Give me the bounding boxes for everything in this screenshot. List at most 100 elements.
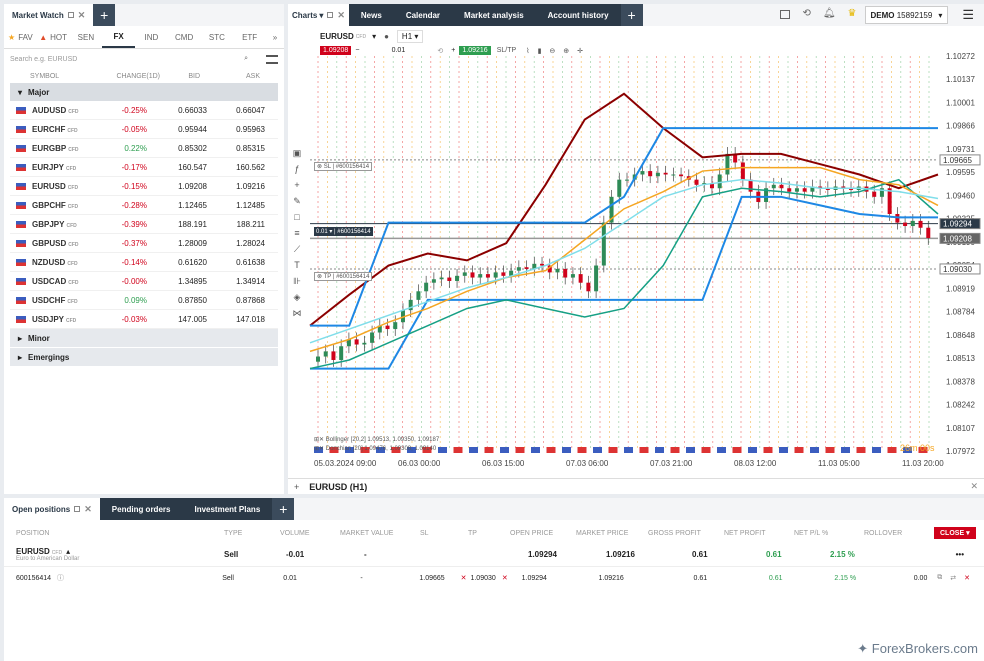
tab-fx[interactable]: FX: [102, 27, 135, 48]
detail-tp[interactable]: 1.09030: [470, 574, 496, 582]
minus-button[interactable]: −: [355, 47, 360, 54]
close-icon[interactable]: ✕: [970, 481, 978, 491]
sell-price-button[interactable]: 1.09208: [320, 46, 352, 55]
tab-etf[interactable]: ETF: [242, 33, 258, 42]
more-icon[interactable]: •••: [955, 550, 964, 559]
tab-cmd[interactable]: CMD: [175, 33, 194, 42]
search-input[interactable]: Search e.g. EURUSD ⌕: [10, 49, 278, 69]
menu-icon[interactable]: ☰: [962, 7, 974, 22]
close-icon[interactable]: ✕: [84, 503, 92, 514]
reset-icon[interactable]: ⟲: [437, 47, 444, 55]
remove-sl-icon[interactable]: ✕: [460, 575, 467, 582]
duplicate-icon[interactable]: ⧉: [937, 574, 943, 581]
tab-market-analysis[interactable]: Market analysis: [452, 4, 536, 26]
box-icon[interactable]: ▣: [292, 148, 302, 158]
tab-hot[interactable]: ▲ HOT: [37, 27, 70, 48]
list-item[interactable]: NZDUSD CFD -0.14% 0.61620 0.61638: [10, 253, 278, 272]
more-tabs-button[interactable]: »: [272, 33, 278, 42]
tab-account-history[interactable]: Account history: [535, 4, 621, 26]
close-icon[interactable]: ✕: [337, 9, 345, 20]
group-minor[interactable]: ▸ Minor: [10, 329, 278, 347]
list-item[interactable]: GBPCHF CFD -0.28% 1.12465 1.12485: [10, 196, 278, 215]
fibonacci-icon[interactable]: ≡: [294, 228, 300, 238]
buy-price-button[interactable]: 1.09216: [459, 46, 491, 55]
remove-tp-icon[interactable]: ✕: [501, 575, 508, 582]
add-panel-button[interactable]: +: [93, 4, 116, 26]
candles-icon[interactable]: ▮: [537, 47, 542, 55]
rectangle-icon[interactable]: □: [294, 212, 300, 222]
chart-window[interactable]: 1.10272 1.10137 1.10001 1.09866 1.09731 1.095…: [288, 26, 984, 494]
search-icon[interactable]: ⌕: [244, 55, 248, 62]
window-icon[interactable]: [67, 12, 74, 18]
list-item[interactable]: GBPUSD CFD -0.37% 1.28009 1.28024: [10, 234, 278, 253]
tab-stc[interactable]: STC: [208, 33, 225, 42]
timeframe-select[interactable]: H1 ▾: [396, 30, 424, 43]
close-position-icon[interactable]: ✕: [964, 575, 971, 582]
signal-icon[interactable]: ⟲: [802, 8, 811, 19]
sl-label[interactable]: ⊗ SL | #600156414: [314, 162, 373, 171]
reverse-icon[interactable]: ⇄: [950, 575, 957, 582]
chart-symbol[interactable]: EURUSD: [320, 32, 354, 41]
add-panel-button[interactable]: +: [272, 498, 295, 520]
crosshair-icon[interactable]: ✛: [577, 47, 584, 55]
zoom-out-icon[interactable]: ⊖: [549, 47, 556, 55]
tab-sen[interactable]: SEN: [77, 33, 95, 42]
measure-icon[interactable]: ⊪: [293, 276, 301, 286]
layout-icon[interactable]: [780, 10, 791, 19]
plus-button[interactable]: +: [451, 47, 456, 54]
position-summary-row[interactable]: EURUSD CFD ▴ Euro to American Dollar Sell …: [4, 543, 984, 567]
list-item[interactable]: USDJPY CFD -0.03% 147.005 147.018: [10, 310, 278, 329]
layers-icon[interactable]: ◈: [293, 292, 301, 302]
tab-charts[interactable]: Charts ▾ ✕: [288, 4, 349, 26]
volume-input[interactable]: 0.01: [391, 47, 406, 54]
bollinger-legend[interactable]: ⊞✕ Bollinger [20,2] 1.09513, 1.09350, 1.…: [314, 437, 440, 443]
close-all-button[interactable]: CLOSE ▾: [934, 527, 976, 539]
close-icon[interactable]: ✕: [77, 9, 86, 20]
trend-line-icon[interactable]: ⟋: [293, 244, 301, 254]
tab-investment-plans[interactable]: Investment Plans: [182, 498, 273, 520]
crown-icon[interactable]: ♛: [847, 8, 857, 19]
add-tab-button[interactable]: +: [620, 4, 643, 26]
caret-down-icon[interactable]: ▾: [372, 32, 377, 41]
account-selector[interactable]: DEMO 15892159 ▾: [864, 6, 949, 24]
position-label[interactable]: 0.01 ▾ | #600156414: [314, 227, 373, 236]
caret-up-icon[interactable]: ▴: [66, 547, 71, 556]
tab-calendar[interactable]: Calendar: [393, 4, 453, 26]
tab-market-watch[interactable]: Market Watch ✕: [4, 4, 94, 26]
tab-ind[interactable]: IND: [144, 33, 159, 42]
window-icon[interactable]: [327, 12, 334, 18]
list-item[interactable]: AUDUSD CFD -0.25% 0.66033 0.66047: [10, 101, 278, 120]
bell-icon[interactable]: 🔔︎: [822, 8, 836, 19]
list-item[interactable]: USDCAD CFD -0.00% 1.34895 1.34914: [10, 272, 278, 291]
info-icon[interactable]: ●: [384, 32, 389, 41]
tp-label[interactable]: ⊗ TP | #600156414: [314, 272, 373, 281]
list-item[interactable]: EURGBP CFD 0.22% 0.85302 0.85315: [10, 139, 278, 158]
window-icon[interactable]: [74, 506, 81, 512]
tab-fav[interactable]: ★ FAV: [4, 27, 37, 48]
function-icon[interactable]: ƒ: [294, 164, 300, 174]
zoom-in-icon[interactable]: ⊕: [563, 47, 570, 55]
chart-canvas[interactable]: 1.10272 1.10137 1.10001 1.09866 1.09731 1.095…: [288, 26, 984, 494]
tab-pending-orders[interactable]: Pending orders: [99, 498, 183, 520]
list-item[interactable]: GBPJPY CFD -0.39% 188.191 188.211: [10, 215, 278, 234]
info-icon[interactable]: ⓘ: [57, 575, 65, 582]
list-item[interactable]: USDCHF CFD 0.09% 0.87850 0.87868: [10, 291, 278, 310]
group-emergings[interactable]: ▸ Emergings: [10, 348, 278, 366]
pencil-icon[interactable]: ✎: [293, 196, 301, 206]
text-icon[interactable]: T: [294, 260, 300, 270]
tab-news[interactable]: News: [348, 4, 394, 26]
add-chart-button[interactable]: +: [294, 481, 300, 492]
line-chart-icon[interactable]: ⌇: [526, 47, 530, 55]
tab-open-positions[interactable]: Open positions ✕: [4, 498, 100, 520]
position-detail-row[interactable]: 600156414 ⓘ Sell 0.01 - 1.09665 ✕ 1.09030…: [4, 567, 984, 589]
plus-icon[interactable]: +: [294, 180, 300, 190]
list-item[interactable]: EURUSD CFD -0.15% 1.09208 1.09216: [10, 177, 278, 196]
list-item[interactable]: EURCHF CFD -0.05% 0.95944 0.95963: [10, 120, 278, 139]
group-major[interactable]: ▾ Major: [10, 83, 278, 101]
detail-sl[interactable]: 1.09665: [419, 574, 445, 582]
donchian-legend[interactable]: ⊞✕ Donchian [20] 1.09476, 1.09308, 1.091…: [314, 446, 437, 452]
list-item[interactable]: EURJPY CFD -0.17% 160.547 160.562: [10, 158, 278, 177]
grid-view-icon[interactable]: [266, 54, 278, 64]
share-icon[interactable]: ⋈: [292, 308, 302, 318]
chart-title[interactable]: EURUSD (H1): [309, 481, 368, 492]
